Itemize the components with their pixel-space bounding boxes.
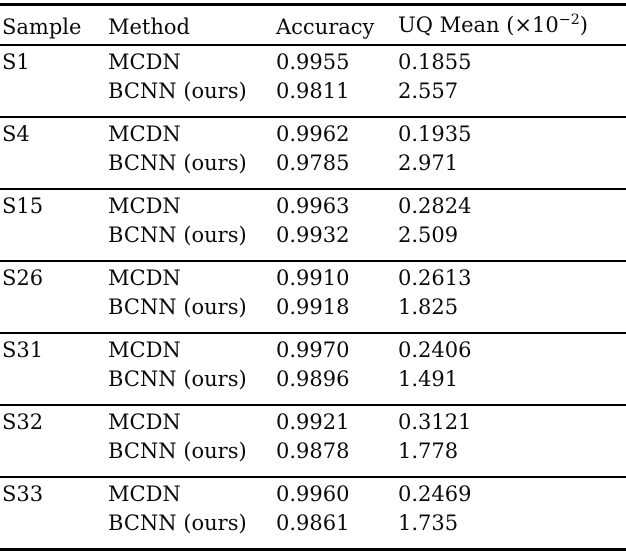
accuracy-cell: 0.9932 xyxy=(276,223,350,247)
group-separator-rule xyxy=(0,116,626,118)
sample-cell: S26 xyxy=(2,266,44,290)
sample-cell: S32 xyxy=(2,410,44,434)
accuracy-cell: 0.9811 xyxy=(276,79,350,103)
accuracy-cell: 0.9918 xyxy=(276,295,350,319)
table-group-s31: S31 MCDN 0.9970 0.2406 BCNN (ours) 0.989… xyxy=(0,334,626,404)
uq-mean-cell: 0.2613 xyxy=(398,266,472,290)
uq-mean-cell: 2.557 xyxy=(398,79,459,103)
column-header-method: Method xyxy=(108,14,190,39)
method-cell: BCNN (ours) xyxy=(108,79,247,103)
accuracy-cell: 0.9921 xyxy=(276,410,350,434)
group-separator-rule xyxy=(0,404,626,406)
method-cell: MCDN xyxy=(108,482,181,506)
method-cell: MCDN xyxy=(108,50,181,74)
sample-cell: S15 xyxy=(2,194,44,218)
column-header-accuracy: Accuracy xyxy=(276,14,375,39)
accuracy-cell: 0.9955 xyxy=(276,50,350,74)
group-separator-rule xyxy=(0,188,626,190)
method-cell: BCNN (ours) xyxy=(108,367,247,391)
method-cell: BCNN (ours) xyxy=(108,439,247,463)
uq-mean-cell: 0.2469 xyxy=(398,482,472,506)
uq-mean-label-suffix: ) xyxy=(579,13,588,37)
table-row: BCNN (ours) 0.9878 1.778 xyxy=(0,437,626,466)
table-row: S1 MCDN 0.9955 0.1855 xyxy=(0,48,626,77)
method-cell: BCNN (ours) xyxy=(108,511,247,535)
table-group-s32: S32 MCDN 0.9921 0.3121 BCNN (ours) 0.987… xyxy=(0,406,626,476)
sample-cell: S31 xyxy=(2,338,44,362)
sample-cell: S1 xyxy=(2,50,30,74)
table-group-s1: S1 MCDN 0.9955 0.1855 BCNN (ours) 0.9811… xyxy=(0,46,626,116)
uq-mean-cell: 2.971 xyxy=(398,151,459,175)
uq-mean-cell: 0.2824 xyxy=(398,194,472,218)
method-cell: MCDN xyxy=(108,194,181,218)
table-group-s33: S33 MCDN 0.9960 0.2469 BCNN (ours) 0.986… xyxy=(0,478,626,548)
column-header-uq-mean: UQ Mean (×10−2) xyxy=(398,6,626,47)
header-separator-rule xyxy=(0,44,626,46)
uq-mean-cell: 0.3121 xyxy=(398,410,472,434)
method-cell: MCDN xyxy=(108,338,181,362)
accuracy-cell: 0.9962 xyxy=(276,122,350,146)
column-header-sample: Sample xyxy=(2,14,82,39)
uq-mean-cell: 0.1935 xyxy=(398,122,472,146)
table-row: S33 MCDN 0.9960 0.2469 xyxy=(0,480,626,509)
accuracy-cell: 0.9963 xyxy=(276,194,350,218)
method-cell: BCNN (ours) xyxy=(108,151,247,175)
accuracy-cell: 0.9970 xyxy=(276,338,350,362)
table-row: BCNN (ours) 0.9811 2.557 xyxy=(0,77,626,106)
accuracy-cell: 0.9910 xyxy=(276,266,350,290)
table-row: S26 MCDN 0.9910 0.2613 xyxy=(0,264,626,293)
table-bottom-rule xyxy=(0,548,626,551)
table-top-rule xyxy=(0,3,626,6)
accuracy-cell: 0.9878 xyxy=(276,439,350,463)
uq-mean-cell: 0.1855 xyxy=(398,50,472,74)
accuracy-cell: 0.9785 xyxy=(276,151,350,175)
table-row: BCNN (ours) 0.9932 2.509 xyxy=(0,221,626,250)
table-row: BCNN (ours) 0.9861 1.735 xyxy=(0,509,626,538)
uq-mean-cell: 0.2406 xyxy=(398,338,472,362)
uq-mean-cell: 1.825 xyxy=(398,295,459,319)
sample-cell: S33 xyxy=(2,482,44,506)
method-cell: BCNN (ours) xyxy=(108,295,247,319)
table-row: BCNN (ours) 0.9785 2.971 xyxy=(0,149,626,178)
method-cell: BCNN (ours) xyxy=(108,223,247,247)
table-row: S15 MCDN 0.9963 0.2824 xyxy=(0,192,626,221)
method-cell: MCDN xyxy=(108,122,181,146)
table-row: S4 MCDN 0.9962 0.1935 xyxy=(0,120,626,149)
table-row: BCNN (ours) 0.9896 1.491 xyxy=(0,365,626,394)
table-group-s15: S15 MCDN 0.9963 0.2824 BCNN (ours) 0.993… xyxy=(0,190,626,260)
uq-mean-cell: 1.735 xyxy=(398,511,459,535)
group-separator-rule xyxy=(0,260,626,262)
uq-mean-cell: 2.509 xyxy=(398,223,459,247)
table-header-row: Sample Method Accuracy UQ Mean (×10−2) xyxy=(0,6,626,44)
table-group-s4: S4 MCDN 0.9962 0.1935 BCNN (ours) 0.9785… xyxy=(0,118,626,188)
sample-cell: S4 xyxy=(2,122,30,146)
accuracy-cell: 0.9861 xyxy=(276,511,350,535)
method-cell: MCDN xyxy=(108,266,181,290)
uq-mean-exponent: −2 xyxy=(558,12,580,29)
uq-mean-cell: 1.491 xyxy=(398,367,459,391)
table-row: S31 MCDN 0.9970 0.2406 xyxy=(0,336,626,365)
accuracy-cell: 0.9960 xyxy=(276,482,350,506)
method-cell: MCDN xyxy=(108,410,181,434)
table-group-s26: S26 MCDN 0.9910 0.2613 BCNN (ours) 0.991… xyxy=(0,262,626,332)
group-separator-rule xyxy=(0,332,626,334)
table-row: BCNN (ours) 0.9918 1.825 xyxy=(0,293,626,322)
uq-mean-label-prefix: UQ Mean (×10 xyxy=(398,13,559,37)
uq-mean-cell: 1.778 xyxy=(398,439,459,463)
accuracy-cell: 0.9896 xyxy=(276,367,350,391)
group-separator-rule xyxy=(0,476,626,478)
table-row: S32 MCDN 0.9921 0.3121 xyxy=(0,408,626,437)
